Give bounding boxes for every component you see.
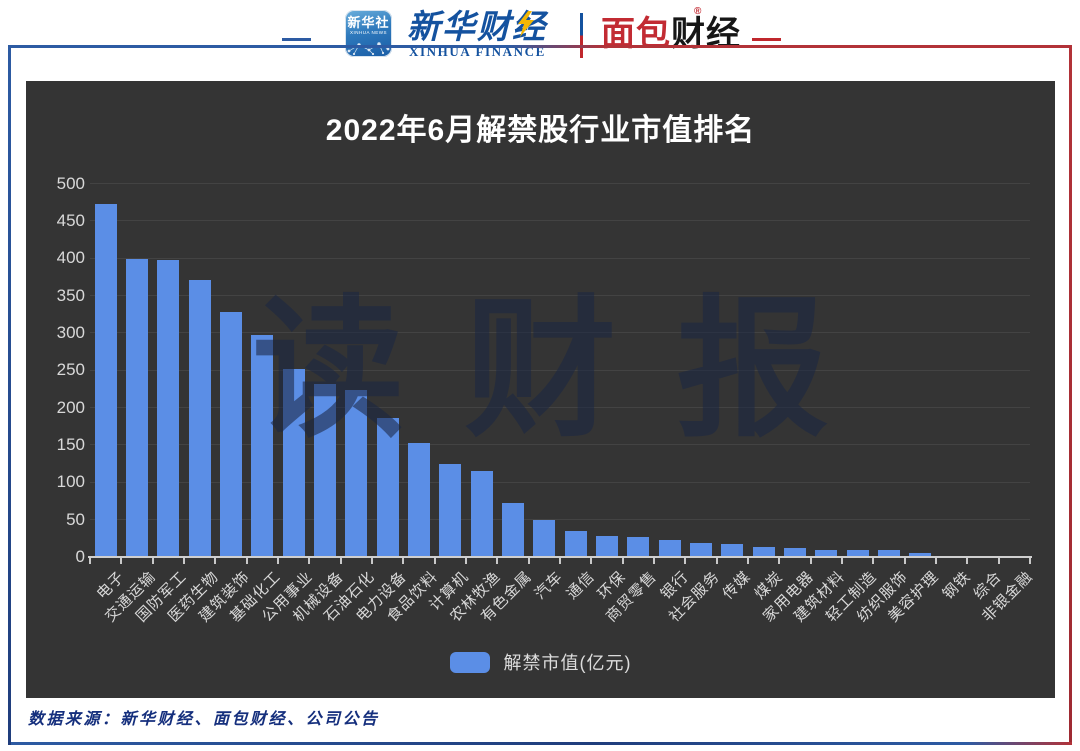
xinhua-news-icon-subtitle: XINHUA NEWS	[349, 30, 387, 35]
legend-label: 解禁市值(亿元)	[503, 653, 632, 673]
xinhua-news-app-icon: 新华社 XINHUA NEWS	[345, 10, 392, 57]
lightning-bolt-icon	[518, 11, 534, 37]
header-right-rule	[752, 38, 781, 41]
legend-swatch	[449, 651, 490, 673]
header-left-rule	[282, 38, 311, 41]
registered-trademark-icon: ®	[694, 6, 702, 17]
header-divider	[580, 13, 583, 58]
breadfinance-logo: 面包财经	[601, 12, 741, 56]
xinhua-news-icon-title: 新华社	[347, 15, 390, 30]
xinhua-finance-logo: 新华财经	[407, 10, 547, 46]
data-source-note: 数据来源：新华财经、面包财经、公司公告	[28, 711, 380, 728]
frame-border-right	[1069, 45, 1072, 745]
chart-legend: 解禁市值(亿元)	[26, 649, 1055, 675]
frame-border-bottom	[8, 742, 1072, 745]
frame-border-top	[8, 45, 1072, 48]
frame-border-left	[8, 45, 11, 745]
watermark-text: 读财报	[252, 287, 889, 455]
chart-title: 2022年6月解禁股行业市值排名	[325, 114, 756, 147]
